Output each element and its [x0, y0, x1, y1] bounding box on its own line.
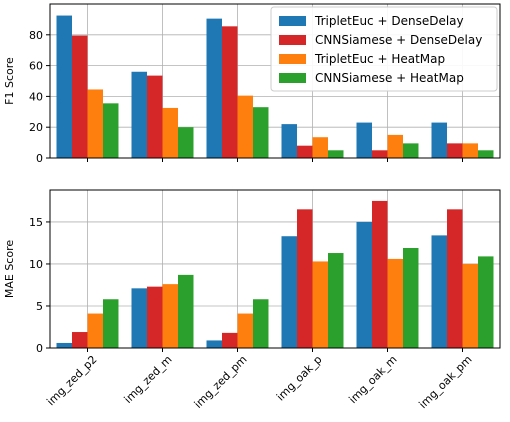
f1-bar — [462, 143, 478, 158]
f1-bar — [87, 89, 103, 158]
mae-axes-frame — [49, 189, 501, 349]
mae-bar — [206, 340, 222, 348]
mae-bar — [478, 256, 494, 348]
mae-bar — [356, 221, 372, 348]
mae-bar — [162, 284, 178, 348]
f1-ytick-label: 40 — [29, 90, 43, 103]
x-tick-label: img_zed_pm — [192, 353, 250, 411]
f1-bar — [206, 18, 222, 158]
mae-bar — [431, 235, 447, 348]
f1-bar — [162, 107, 178, 158]
f1-bar — [356, 122, 372, 158]
x-tick-label: img_zed_p2 — [44, 353, 99, 408]
f1-bars — [56, 15, 494, 158]
mae-bar — [56, 342, 72, 348]
f1-bar — [56, 15, 72, 158]
mae-bar — [72, 332, 88, 348]
mae-bars — [56, 200, 494, 348]
mae-bar — [297, 209, 313, 348]
mae-bar — [103, 299, 119, 348]
mae-ytick-label: 0 — [36, 342, 43, 355]
x-tick-labels: img_zed_p2 img_zed_m img_zed_pm img_oak_p im… — [44, 353, 474, 411]
mae-score-panel: 0 5 10 15 MAE Score — [3, 189, 501, 355]
legend-swatch — [279, 54, 306, 64]
f1-bar — [72, 35, 88, 158]
mae-bar — [87, 313, 103, 348]
f1-bar — [253, 107, 269, 158]
f1-ytick-label: 60 — [29, 60, 43, 73]
f1-bar — [281, 124, 297, 158]
f1-bar — [403, 143, 419, 158]
legend-entry: TripletEuc + HeatMap — [314, 52, 445, 66]
x-tick-label: img_oak_pm — [416, 353, 474, 411]
f1-ytick-label: 20 — [29, 121, 43, 134]
mae-bar — [147, 286, 163, 348]
mae-ytick-label: 10 — [29, 258, 43, 271]
f1-bar — [131, 71, 147, 158]
legend-entry: TripletEuc + DenseDelay — [314, 14, 464, 28]
f1-bar — [178, 127, 194, 158]
f1-ytick-label: 0 — [36, 152, 43, 165]
mae-bar — [387, 258, 403, 348]
f1-bar — [147, 75, 163, 158]
x-tick-label: img_oak_m — [346, 353, 399, 406]
mae-bar — [403, 247, 419, 348]
f1-bar — [312, 137, 328, 158]
legend-frame — [270, 6, 498, 92]
legend-swatch — [279, 35, 306, 45]
mae-bar — [131, 288, 147, 348]
mae-ytick-label: 5 — [36, 300, 43, 313]
f1-bar — [297, 145, 313, 158]
mae-ytick-label: 15 — [29, 216, 43, 229]
legend-entry: CNNSiamese + DenseDelay — [315, 33, 482, 47]
legend-entry: CNNSiamese + HeatMap — [315, 71, 464, 85]
f1-bar — [222, 26, 238, 158]
mae-ylabel: MAE Score — [3, 240, 16, 299]
mae-bar — [237, 313, 253, 348]
f1-ytick-label: 80 — [29, 29, 43, 42]
f1-score-panel: 0 20 40 60 80 F1 Score — [3, 3, 501, 165]
mae-bar — [447, 209, 463, 348]
legend-swatch — [279, 73, 306, 83]
legend: TripletEuc + DenseDelay CNNSiamese + Dens… — [270, 6, 498, 92]
mae-bar — [462, 263, 478, 348]
f1-ylabel: F1 Score — [3, 57, 16, 105]
f1-axes-frame — [49, 3, 501, 159]
mae-bar — [222, 332, 238, 348]
mae-bar — [253, 299, 269, 348]
mae-bar — [312, 261, 328, 348]
mae-bar — [178, 274, 194, 348]
f1-bar — [328, 150, 344, 158]
x-tick-label: img_oak_p — [274, 353, 325, 404]
f1-bar — [447, 143, 463, 158]
f1-bar — [103, 103, 119, 158]
f1-bar — [478, 150, 494, 158]
f1-bar — [387, 134, 403, 158]
mae-bar — [372, 200, 388, 348]
f1-bar — [372, 150, 388, 158]
mae-bar — [328, 253, 344, 348]
legend-swatch — [279, 16, 306, 26]
f1-bar — [431, 122, 447, 158]
mae-bar — [281, 236, 297, 348]
x-tick-label: img_zed_m — [122, 353, 175, 406]
f1-bar — [237, 95, 253, 158]
